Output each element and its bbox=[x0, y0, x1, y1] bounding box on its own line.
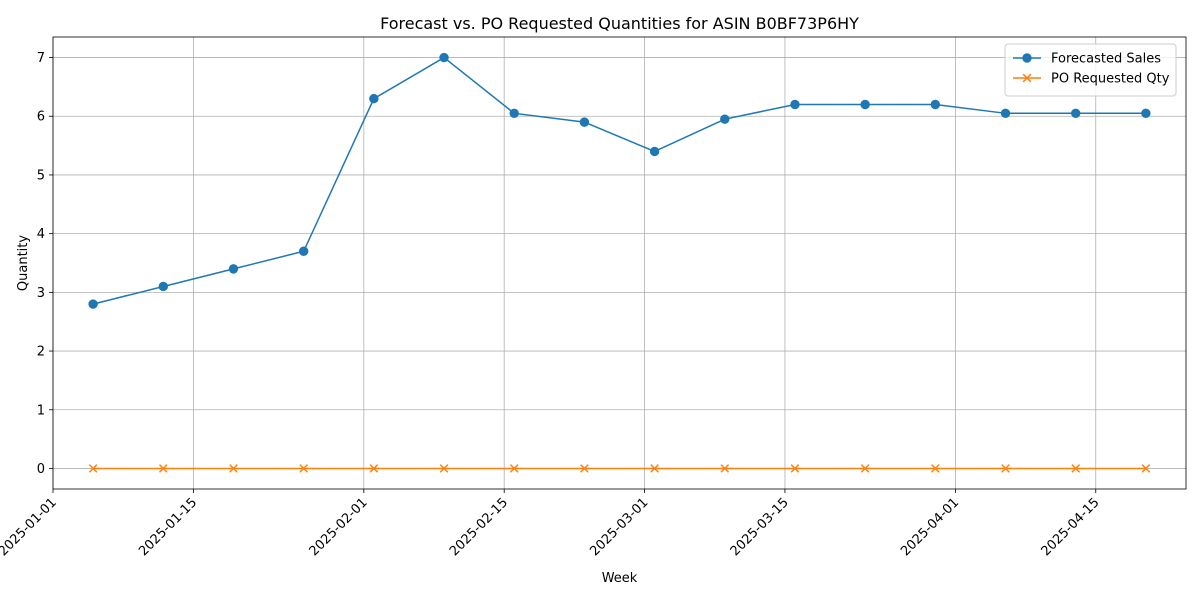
data-point-po-requested-qty bbox=[369, 464, 379, 473]
legend-label: Forecasted Sales bbox=[1051, 52, 1161, 67]
series-po-requested-qty bbox=[88, 464, 1151, 473]
y-tick-label: 1 bbox=[37, 403, 45, 418]
x-marker-stroke bbox=[1001, 464, 1010, 473]
data-point-po-requested-qty bbox=[720, 464, 730, 473]
x-axis-label: Week bbox=[602, 571, 638, 586]
data-point-forecasted-sales bbox=[930, 99, 941, 110]
y-tick-label: 7 bbox=[37, 51, 45, 66]
y-tick-label: 2 bbox=[37, 345, 45, 360]
y-tick-label: 5 bbox=[37, 168, 45, 183]
data-point-po-requested-qty bbox=[580, 464, 589, 473]
legend-marker bbox=[1022, 53, 1032, 63]
data-point-po-requested-qty bbox=[860, 464, 870, 473]
data-point-forecasted-sales bbox=[158, 281, 168, 292]
legend-entry-po-requested-qty: PO Requested Qty bbox=[1013, 72, 1170, 87]
x-marker-stroke bbox=[860, 464, 870, 473]
data-point-po-requested-qty bbox=[1071, 464, 1081, 473]
x-marker-stroke bbox=[580, 464, 589, 473]
data-point-forecasted-sales bbox=[509, 108, 519, 119]
x-marker-stroke bbox=[158, 464, 168, 473]
x-marker-stroke bbox=[299, 464, 308, 473]
x-marker-stroke bbox=[369, 464, 379, 473]
x-marker-stroke bbox=[229, 464, 238, 473]
x-marker-stroke bbox=[509, 464, 519, 473]
series-layer bbox=[88, 52, 1151, 473]
x-marker-stroke bbox=[88, 464, 98, 473]
chart-title: Forecast vs. PO Requested Quantities for… bbox=[380, 14, 859, 33]
data-point-po-requested-qty bbox=[299, 464, 308, 473]
series-forecasted-sales bbox=[88, 52, 1151, 309]
legend-entry-forecasted-sales: Forecasted Sales bbox=[1013, 52, 1161, 67]
data-point-forecasted-sales bbox=[1000, 108, 1011, 119]
data-point-po-requested-qty bbox=[439, 464, 449, 473]
x-marker-stroke bbox=[1071, 464, 1081, 473]
data-point-forecasted-sales bbox=[439, 52, 449, 63]
y-axis-ticks: 0 1 2 3 4 5 6 7 bbox=[37, 51, 53, 477]
x-marker-stroke bbox=[931, 464, 940, 473]
y-tick-label: 0 bbox=[37, 462, 45, 477]
y-axis-label: Quantity bbox=[16, 235, 31, 291]
data-point-forecasted-sales bbox=[860, 99, 870, 110]
data-point-forecasted-sales bbox=[228, 264, 239, 274]
data-point-forecasted-sales bbox=[579, 117, 590, 127]
x-marker-stroke bbox=[1022, 73, 1032, 83]
series-line-forecasted-sales bbox=[92, 56, 1146, 305]
x-marker-stroke bbox=[439, 464, 449, 473]
data-point-po-requested-qty bbox=[1141, 464, 1151, 473]
y-tick-label: 4 bbox=[37, 227, 45, 242]
x-marker-stroke bbox=[720, 464, 730, 473]
data-point-forecasted-sales bbox=[1141, 108, 1151, 119]
legend-marker bbox=[1022, 73, 1032, 83]
data-point-po-requested-qty bbox=[790, 464, 800, 473]
plot-frame bbox=[52, 36, 1187, 490]
x-marker-stroke bbox=[1141, 464, 1151, 473]
data-point-po-requested-qty bbox=[509, 464, 519, 473]
x-marker-stroke bbox=[790, 464, 800, 473]
x-marker-stroke bbox=[650, 464, 659, 473]
data-point-forecasted-sales bbox=[720, 114, 730, 124]
data-point-po-requested-qty bbox=[931, 464, 940, 473]
data-point-forecasted-sales bbox=[1071, 108, 1081, 119]
data-point-po-requested-qty bbox=[1001, 464, 1010, 473]
y-tick-label: 6 bbox=[37, 110, 45, 125]
legend: Forecasted Sales PO Requested Qty bbox=[1004, 43, 1177, 97]
data-point-po-requested-qty bbox=[650, 464, 659, 473]
data-point-po-requested-qty bbox=[229, 464, 238, 473]
y-tick-label: 3 bbox=[37, 286, 45, 301]
data-point-forecasted-sales bbox=[298, 246, 309, 256]
legend-box bbox=[1004, 43, 1177, 97]
data-point-po-requested-qty bbox=[158, 464, 168, 473]
data-point-po-requested-qty bbox=[88, 464, 98, 473]
data-point-forecasted-sales bbox=[88, 299, 98, 309]
data-point-forecasted-sales bbox=[649, 146, 660, 157]
data-point-forecasted-sales bbox=[369, 93, 379, 104]
data-point-forecasted-sales bbox=[790, 99, 800, 110]
legend-label: PO Requested Qty bbox=[1051, 72, 1170, 87]
